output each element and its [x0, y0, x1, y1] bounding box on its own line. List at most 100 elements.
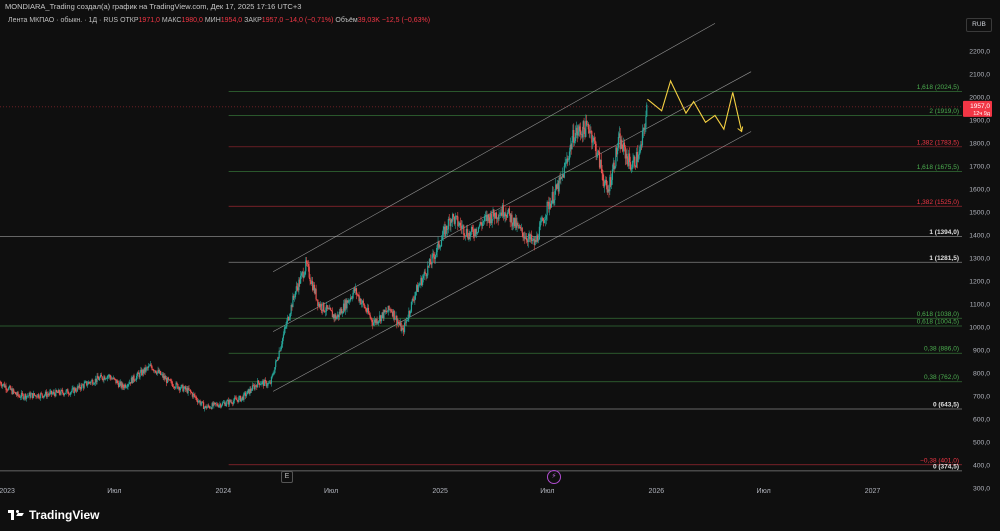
time-tick-label: 2024 [216, 488, 232, 495]
price-tick-label: 900,0 [973, 348, 990, 355]
candle-body [377, 321, 379, 324]
candle-body [120, 381, 122, 388]
candle-body [198, 400, 200, 402]
candle-body [476, 232, 478, 234]
candle-body [117, 382, 120, 387]
candle-body [411, 299, 413, 302]
candle-body [197, 401, 200, 403]
candle-body [84, 381, 86, 384]
candle-body [130, 377, 133, 384]
channel-line [272, 23, 716, 273]
candle-body [455, 215, 457, 217]
candle-body [428, 259, 431, 266]
candle-body [167, 377, 169, 380]
candle-body [88, 381, 90, 383]
candle-body [524, 237, 526, 239]
candle-body [375, 319, 377, 323]
candle-body [635, 166, 637, 168]
candle-body [543, 220, 545, 224]
candle-body [145, 367, 147, 372]
candle-body [621, 139, 623, 149]
candle-body [340, 309, 342, 314]
candle-body [24, 394, 26, 398]
candle-body [489, 213, 492, 224]
candle-body [523, 237, 525, 238]
candle-body [365, 307, 367, 311]
candle-body [10, 388, 12, 390]
candle-body [31, 393, 33, 395]
candle-body [160, 371, 162, 375]
candle-body [549, 203, 551, 210]
candle-body [615, 147, 617, 167]
candle-body [245, 394, 248, 397]
candle-body [299, 279, 301, 284]
price-chart[interactable]: 1,618 (2024,5) 2 (1919,0) 1,382 (1783,5) 1,… [0, 0, 1000, 497]
candle-body [478, 225, 480, 228]
candle-body [464, 235, 467, 237]
candle-body [238, 397, 240, 403]
events-button[interactable]: E [281, 471, 293, 483]
candle-body [383, 309, 385, 319]
candle-body [571, 140, 573, 149]
candle-body [221, 405, 223, 407]
candle-body [30, 394, 32, 398]
candle-body [308, 266, 310, 278]
candle-body [72, 387, 74, 389]
candle-body [505, 213, 507, 217]
candle-body [470, 231, 472, 237]
candle-body [525, 237, 528, 241]
candle-body [488, 217, 491, 224]
candle-body [551, 191, 553, 201]
candle-body [507, 208, 510, 213]
candle-body [398, 323, 401, 325]
candle-body [237, 399, 239, 403]
candle-body [324, 311, 327, 313]
candle-body [255, 385, 257, 386]
candle-body [462, 225, 464, 227]
candle-body [541, 218, 543, 222]
candle-body [92, 380, 94, 385]
candle-body [40, 393, 42, 394]
candle-body [15, 394, 17, 396]
candle-body [23, 397, 25, 399]
tradingview-logo[interactable]: TradingView [8, 508, 99, 522]
candle-body [322, 302, 324, 311]
candle-body [453, 216, 455, 224]
candle-body [493, 209, 495, 216]
bolt-icon[interactable]: ⚡ [547, 470, 561, 484]
candle-body [482, 221, 485, 223]
candle-body [316, 299, 318, 300]
candle-body [616, 147, 618, 155]
candle-body [626, 153, 628, 159]
candle-body [427, 265, 429, 276]
candle-body [433, 253, 435, 257]
candle-body [279, 350, 281, 352]
candle-body [595, 143, 597, 157]
candle-body [351, 298, 353, 299]
candle-body [589, 131, 591, 134]
candle-body [409, 311, 412, 314]
time-tick-label: 2025 [432, 488, 448, 495]
candle-body [291, 305, 293, 308]
candle-body [172, 386, 175, 388]
candle-body [348, 300, 351, 302]
candle-body [275, 359, 278, 362]
candle-body [440, 246, 442, 247]
candle-body [300, 275, 302, 284]
fib-level-label: 1,618 (1675,5) [917, 164, 959, 171]
candle-body [466, 228, 468, 237]
candle-body [555, 184, 558, 189]
currency-button[interactable]: RUB [966, 18, 992, 32]
candle-body [25, 394, 27, 399]
candle-body [497, 218, 499, 220]
candle-body [425, 273, 427, 277]
candle-body [373, 319, 376, 323]
candle-body [233, 397, 236, 401]
candle-body [407, 318, 409, 321]
candle-body [273, 372, 275, 375]
candle-body [195, 397, 197, 398]
candle-body [387, 305, 389, 312]
candle-body [554, 191, 556, 201]
candle-body [334, 314, 336, 319]
candle-body [60, 389, 62, 395]
